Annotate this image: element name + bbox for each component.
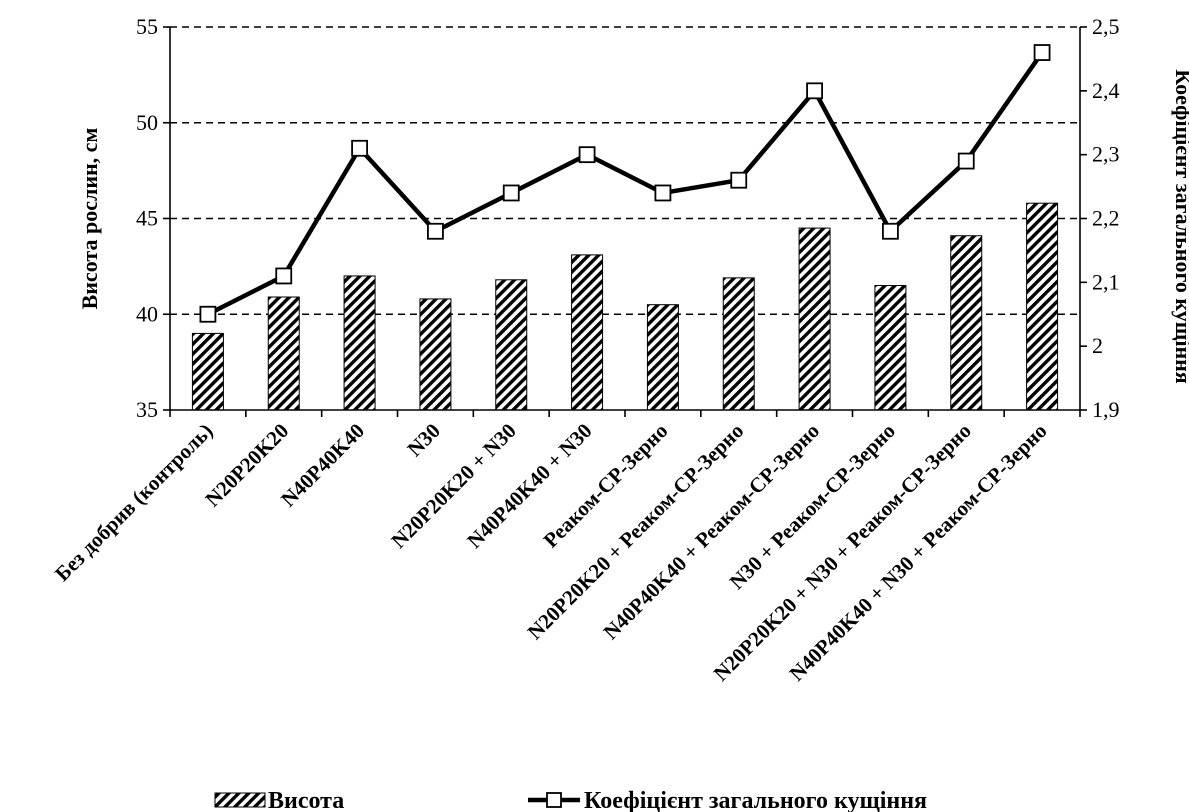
right-tick-label: 2,4 [1092, 78, 1120, 103]
line-marker [502, 184, 520, 202]
line-marker [1033, 44, 1051, 61]
left-tick-label: 35 [136, 397, 158, 422]
right-tick-label: 2,1 [1092, 269, 1120, 294]
line-marker [957, 152, 975, 170]
right-tick-label: 2,3 [1092, 142, 1120, 167]
line-marker [275, 267, 293, 285]
bar [571, 254, 604, 411]
right-tick-label: 2,2 [1092, 206, 1120, 231]
bar [722, 277, 755, 411]
line-marker [882, 222, 899, 240]
line-marker [730, 171, 748, 189]
y-axis-title: Висота рослин, см [77, 128, 102, 310]
bar [495, 279, 528, 411]
left-tick-label: 45 [136, 206, 158, 231]
bar [267, 296, 300, 411]
grid-lines [170, 26, 1080, 316]
left-tick-label: 55 [136, 14, 158, 39]
right-tick-label: 2 [1092, 333, 1103, 358]
bar [419, 298, 452, 411]
line-marker [427, 222, 444, 240]
line-marker [806, 82, 823, 100]
bar [874, 285, 907, 411]
line-series-tillering [199, 44, 1051, 323]
left-tick-label: 40 [136, 301, 158, 326]
y2-axis-title: Коефіцієнт загального кущіння [1171, 69, 1189, 384]
line-marker [351, 139, 368, 157]
right-tick-label: 2,5 [1092, 14, 1120, 39]
right-tick-label: 1,9 [1092, 397, 1120, 422]
bar [798, 227, 831, 411]
category-label: Без добрив (контроль) [50, 419, 217, 586]
legend-label-height: Висота [268, 788, 344, 812]
axes [163, 26, 1087, 417]
line-marker [578, 146, 596, 164]
legend-label-tillering: Коефіцієнт загального кущіння [584, 788, 927, 812]
bar [1026, 202, 1059, 411]
left-tick-label: 50 [136, 110, 158, 135]
line-marker [654, 184, 672, 202]
line-marker [199, 305, 217, 323]
legend-marker-swatch [546, 792, 562, 808]
bar [191, 332, 224, 411]
bar [343, 275, 376, 411]
legend: Висота Коефіцієнт загального кущіння [214, 788, 927, 812]
bar [950, 235, 983, 411]
tillering-line [206, 51, 1044, 317]
bar-series-height [191, 202, 1059, 411]
category-label: N30 [402, 419, 445, 462]
legend-bar-swatch [214, 792, 266, 808]
bar [646, 304, 679, 411]
